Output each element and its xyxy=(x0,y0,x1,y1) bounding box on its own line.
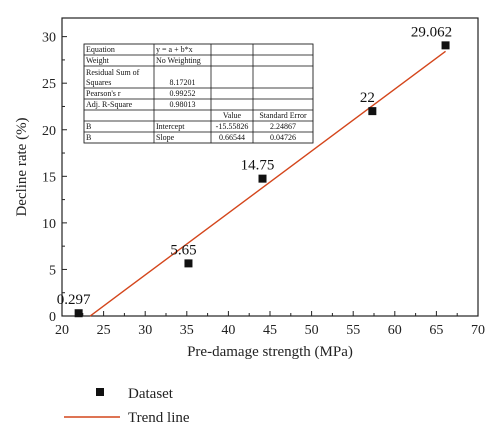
legend-dataset-marker xyxy=(96,388,104,396)
y-tick-label: 10 xyxy=(42,217,56,232)
table-cell-text: Standard Error xyxy=(259,111,307,120)
table-cell-text: 0.99252 xyxy=(170,89,196,98)
table-cell-text: 0.66544 xyxy=(219,133,245,142)
y-tick-label: 30 xyxy=(42,31,56,46)
data-point-label: 0.297 xyxy=(57,292,91,308)
legend-dataset-label: Dataset xyxy=(128,386,174,402)
table-cell-text: 2.24867 xyxy=(270,122,296,131)
x-tick-label: 50 xyxy=(305,323,319,338)
x-axis-title: Pre-damage strength (MPa) xyxy=(187,344,353,360)
table-cell-text: 0.04726 xyxy=(270,133,296,142)
x-tick-label: 20 xyxy=(55,323,69,338)
y-tick-label: 15 xyxy=(42,170,56,185)
data-point xyxy=(368,107,377,116)
x-tick-label: 35 xyxy=(180,323,194,338)
table-cell-text: Pearson's r xyxy=(86,89,121,98)
legend-trend-line-label: Trend line xyxy=(128,410,190,426)
data-point-label: 22 xyxy=(360,90,375,106)
table-cell-text: -15.55826 xyxy=(216,122,249,131)
table-cell xyxy=(252,131,314,144)
table-cell-text: B xyxy=(86,133,91,142)
table-cell-text: Equation xyxy=(86,45,115,54)
trend-line xyxy=(89,50,446,317)
x-tick-label: 60 xyxy=(388,323,402,338)
x-tick-label: 65 xyxy=(429,323,443,338)
data-point-label: 29.062 xyxy=(411,24,452,40)
table-cell-text: No Weighting xyxy=(156,56,201,65)
table-cell-text: Residual Sum of xyxy=(86,68,140,77)
x-axis-ticks: 20 25 30 35 40 45 50 55 60 65 70 xyxy=(55,311,485,338)
data-point-label: 5.65 xyxy=(170,242,196,258)
table-cell-text: Squares xyxy=(86,78,111,87)
y-tick-label: 0 xyxy=(49,310,56,325)
table-cell-text: Value xyxy=(223,111,242,120)
y-tick-label: 5 xyxy=(49,263,56,278)
data-point xyxy=(441,41,450,50)
x-tick-label: 55 xyxy=(346,323,360,338)
x-tick-label: 45 xyxy=(263,323,277,338)
data-point xyxy=(258,174,267,183)
x-tick-label: 30 xyxy=(138,323,152,338)
x-tick-label: 40 xyxy=(221,323,235,338)
x-tick-label: 25 xyxy=(97,323,111,338)
fit-statistics-table: Equation y = a + b*x Weight No Weighting Res… xyxy=(83,43,314,144)
y-tick-label: 20 xyxy=(42,124,56,139)
table-cell-text: Intercept xyxy=(156,122,185,131)
data-point xyxy=(74,309,83,318)
table-cell-text: 8.17201 xyxy=(170,78,196,87)
y-tick-label: 25 xyxy=(42,77,56,92)
y-axis-ticks: 0 5 10 15 20 25 30 xyxy=(42,31,67,325)
data-point xyxy=(184,259,193,268)
table-cell-text: Slope xyxy=(156,133,175,142)
x-tick-label: 70 xyxy=(471,323,485,338)
table-cell-text: y = a + b*x xyxy=(156,45,193,54)
table-cell-text: 0.98013 xyxy=(170,100,196,109)
data-point-label: 14.75 xyxy=(241,158,275,174)
y-axis-title: Decline rate (%) xyxy=(14,117,30,216)
table-cell-text: Weight xyxy=(86,56,110,65)
table-cell-text: Adj. R-Square xyxy=(86,100,133,109)
trend-line-series xyxy=(89,50,446,317)
table-cell-text: B xyxy=(86,122,91,131)
legend: Dataset Trend line xyxy=(64,386,190,426)
dataset-series: 0.297 5.65 14.75 22 29.062 xyxy=(57,24,452,318)
